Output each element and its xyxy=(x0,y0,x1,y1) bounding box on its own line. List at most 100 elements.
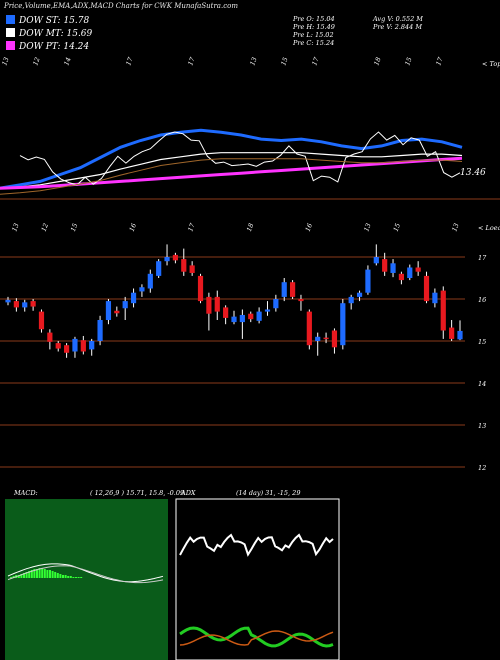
candle-body xyxy=(340,303,346,346)
macd-histogram-bar xyxy=(72,577,75,578)
macd-histogram-bar xyxy=(49,570,51,578)
macd-histogram-bar xyxy=(64,575,67,578)
macd-signal-line xyxy=(7,565,164,584)
macd-histogram-bar xyxy=(33,569,36,578)
macd-histogram-bar xyxy=(38,568,41,578)
adx-frame xyxy=(175,498,340,660)
candle-body xyxy=(214,296,220,312)
macd-histogram-bar xyxy=(20,574,23,578)
candle-body xyxy=(348,296,354,304)
candle-body xyxy=(306,311,312,346)
macd-label: MACD: xyxy=(14,489,38,497)
candle-body xyxy=(5,299,11,303)
macd-histogram-bar xyxy=(43,569,46,578)
price-date-label: 15 xyxy=(392,222,402,233)
candle-body xyxy=(231,316,237,323)
candle-body xyxy=(298,299,304,302)
macd-panel xyxy=(5,499,168,660)
close-trace-line xyxy=(19,131,461,186)
legend-swatch-dow-st xyxy=(6,15,15,24)
candle-body xyxy=(415,267,421,272)
price-date-label: 15 xyxy=(69,222,79,233)
candle-body xyxy=(97,320,103,341)
stat-low: Pre L: 15.02 xyxy=(293,31,334,39)
candle-body xyxy=(55,343,61,349)
macd-histogram-bar xyxy=(67,576,70,578)
candle-body xyxy=(223,307,229,318)
macd-histogram-bar xyxy=(23,573,25,578)
legend-swatch-dow-pt xyxy=(6,41,15,50)
macd-histogram-bar xyxy=(62,575,64,578)
price-tick-label: 13 xyxy=(478,422,486,430)
candle-body xyxy=(22,302,28,308)
candle-body xyxy=(156,261,162,276)
ema-date-label: 13 xyxy=(0,56,10,67)
adx-panel xyxy=(175,498,340,660)
ema-line xyxy=(0,128,463,190)
candle-body xyxy=(423,275,430,302)
macd-histogram-bar xyxy=(77,577,80,578)
candle-body xyxy=(432,292,438,304)
price-date-label: 13 xyxy=(10,222,20,233)
legend-dow-st: DOW ST: 15.78 xyxy=(6,15,89,26)
candle-body xyxy=(80,340,86,352)
legend-dow-mt: DOW MT: 15.69 xyxy=(6,28,92,39)
macd-histogram-bar xyxy=(36,569,38,578)
price-tick-label: 16 xyxy=(478,296,486,304)
ema-date-label: 17 xyxy=(186,55,197,66)
ema-line xyxy=(0,152,463,189)
macd-histogram-bar xyxy=(69,576,72,578)
price-date-label: 16 xyxy=(304,222,314,233)
price-tick-label: 17 xyxy=(478,254,487,262)
macd-histogram-bar xyxy=(80,577,83,578)
price-tick-label: 14 xyxy=(478,380,486,388)
candle-body xyxy=(331,330,338,348)
candle-body xyxy=(248,313,254,320)
ema-date-label: 17 xyxy=(310,55,321,66)
stat-high: Pre H: 15.49 xyxy=(293,23,335,31)
adx-minus-di-line xyxy=(179,630,334,646)
legend-label-dow-mt: DOW MT: 15.69 xyxy=(19,29,93,39)
candle-body xyxy=(89,341,95,350)
ema-panel: 13 12 14 17 17 13 15 17 18 15 17 xyxy=(0,55,500,200)
macd-histogram-bar xyxy=(75,577,77,578)
price-date-label: 16 xyxy=(128,222,138,233)
candle-body xyxy=(239,314,245,323)
stat-pre-volume: Pre V: 2.844 M xyxy=(373,23,423,31)
candle-body xyxy=(373,257,379,264)
candle-body xyxy=(390,263,396,273)
candle-body xyxy=(323,337,329,340)
adx-values: (14 day) 31, -15, 29 xyxy=(236,489,301,497)
candle-body xyxy=(382,259,388,272)
candle-body xyxy=(13,301,19,308)
candle-body xyxy=(114,310,120,314)
macd-histogram-bar xyxy=(12,576,15,578)
candle-body xyxy=(264,309,271,312)
candle-body xyxy=(139,287,145,292)
price-tick-label: 15 xyxy=(478,338,486,346)
price-date-label: 13 xyxy=(362,222,372,233)
candle-body xyxy=(256,311,262,321)
ema-date-label: 13 xyxy=(248,56,258,67)
ema-date-label: 17 xyxy=(124,55,135,66)
candle-body xyxy=(38,311,45,330)
candle-body xyxy=(206,296,212,314)
ema-date-label: 12 xyxy=(31,56,41,67)
candle-body xyxy=(449,327,455,339)
candle-body xyxy=(289,282,296,297)
candle-body xyxy=(30,301,36,307)
candle-body xyxy=(122,301,128,309)
legend-label-dow-pt: DOW PT: 14.24 xyxy=(19,42,90,52)
candle-body xyxy=(172,254,179,261)
ema-date-label: 17 xyxy=(434,55,445,66)
macd-histogram-bar xyxy=(28,571,31,578)
candle-body xyxy=(281,282,287,297)
candle-body xyxy=(273,299,279,309)
price-date-label: 13 xyxy=(450,222,460,233)
legend-label-dow-st: DOW ST: 15.78 xyxy=(19,16,90,26)
main-panel-corner-label: < Loeana xyxy=(478,224,500,232)
candle-body xyxy=(356,292,363,297)
legend-dow-pt: DOW PT: 14.24 xyxy=(6,41,89,52)
top-panel-corner-label: < Topa xyxy=(482,60,500,68)
